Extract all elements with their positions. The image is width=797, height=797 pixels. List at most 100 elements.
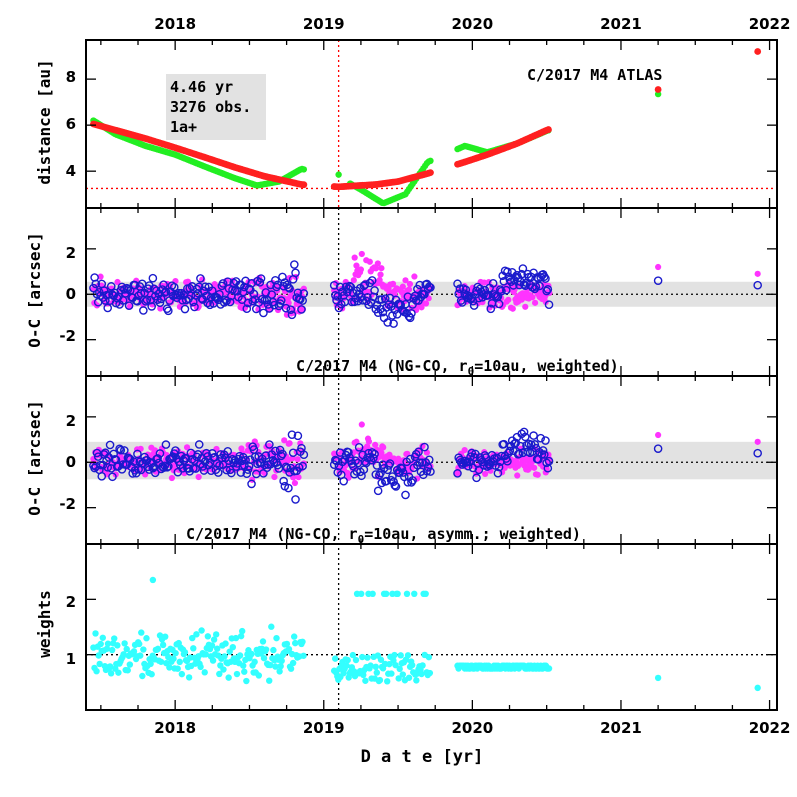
weight-point bbox=[754, 684, 761, 692]
oc-dec-point bbox=[284, 283, 293, 292]
weight-point bbox=[278, 657, 285, 665]
panel-frames bbox=[85, 39, 778, 711]
oc-dec-point bbox=[190, 302, 199, 312]
sun-distance-point bbox=[654, 86, 662, 93]
oc-dec-point bbox=[398, 468, 408, 477]
oc-dec-point bbox=[215, 461, 224, 470]
weight-point bbox=[114, 642, 121, 649]
weight-point bbox=[159, 641, 167, 649]
oc-dec-point bbox=[227, 468, 236, 478]
oc-dec-point bbox=[493, 468, 503, 478]
oc-ra-point bbox=[531, 299, 539, 306]
info-box: 4.46 yr 3276 obs. 1a+ bbox=[166, 74, 266, 140]
oc-ra-point bbox=[418, 304, 425, 311]
oc-dec-point bbox=[354, 442, 364, 452]
weight-point bbox=[243, 677, 250, 685]
oc-dec-point bbox=[413, 460, 422, 470]
oc-dec-point bbox=[120, 446, 129, 455]
ylabel-distance: distance [au] bbox=[35, 59, 54, 184]
oc-dec-point bbox=[155, 298, 165, 307]
model-label-oc1-main: C/2017 M4 (NG-CO, r bbox=[296, 357, 468, 375]
ylabel-oc1: O-C [arcsec] bbox=[25, 232, 44, 348]
oc-ra-point bbox=[358, 421, 365, 428]
oc-dec-point bbox=[285, 284, 294, 293]
weight-point bbox=[221, 653, 228, 660]
oc-dec-point bbox=[371, 470, 381, 479]
weight-point bbox=[115, 669, 122, 676]
top-tick-label-2022: 2022 bbox=[749, 15, 791, 33]
oc-dec-point bbox=[389, 319, 398, 328]
weight-point bbox=[190, 645, 197, 652]
oc-dec-point bbox=[282, 463, 292, 473]
weight-point bbox=[216, 670, 223, 678]
weight-point bbox=[96, 660, 103, 668]
oc-dec-point bbox=[243, 298, 253, 308]
weight-point bbox=[166, 664, 173, 671]
weight-point bbox=[222, 640, 229, 647]
oc-dec-point bbox=[196, 459, 205, 469]
oc-ra-point bbox=[389, 280, 397, 287]
weight-point bbox=[362, 677, 369, 684]
weight-point bbox=[140, 646, 147, 653]
ytick-distance-4: 4 bbox=[66, 162, 76, 180]
weight-point bbox=[343, 662, 350, 669]
model-label-oc1-end: =10au, weighted) bbox=[474, 357, 619, 375]
oc-dec-point bbox=[339, 476, 348, 486]
xlabel: D a t e [yr] bbox=[361, 747, 484, 767]
oc-dec-point bbox=[370, 449, 379, 459]
weight-point bbox=[111, 635, 118, 642]
weight-point bbox=[139, 672, 146, 680]
oc-dec-point bbox=[403, 478, 413, 487]
oc-late-point bbox=[655, 263, 662, 271]
data-points bbox=[89, 48, 762, 692]
weight-point bbox=[384, 678, 391, 685]
oc-dec-point bbox=[455, 284, 465, 293]
oc-dec-point bbox=[531, 282, 541, 291]
oc-ra-point bbox=[461, 447, 468, 454]
weight-point bbox=[399, 671, 407, 678]
weight-point bbox=[174, 665, 181, 672]
oc-dec-point bbox=[463, 461, 473, 471]
oc-dec-point bbox=[276, 451, 286, 461]
oc-dec-point bbox=[299, 450, 309, 459]
oc-dec-point bbox=[405, 454, 415, 464]
oc-dec-point bbox=[218, 279, 228, 288]
weight-point bbox=[411, 590, 418, 597]
oc-dec-point bbox=[171, 446, 180, 455]
weight-point bbox=[422, 590, 429, 597]
sun-distance-point bbox=[545, 126, 552, 133]
weight-point bbox=[352, 656, 360, 664]
weight-point bbox=[408, 661, 416, 669]
oc-dec-point bbox=[422, 466, 432, 476]
earth-distance-point bbox=[427, 157, 434, 165]
info-observations: 3276 obs. bbox=[170, 98, 251, 116]
ytick-oc2-0: 0 bbox=[66, 453, 76, 471]
oc-ra-point bbox=[357, 266, 365, 273]
oc-dec-point bbox=[496, 285, 505, 294]
weight-point bbox=[290, 633, 298, 640]
oc-ra-point bbox=[376, 276, 383, 284]
oc-dec-point bbox=[89, 283, 98, 293]
weight-point bbox=[138, 629, 145, 636]
oc-dec-point bbox=[212, 459, 222, 468]
weight-point bbox=[418, 670, 425, 678]
oc-dec-point bbox=[181, 454, 191, 463]
model-label-oc1-sub: 0 bbox=[468, 365, 475, 378]
weight-point bbox=[267, 661, 274, 669]
weight-point bbox=[123, 645, 130, 653]
weight-point bbox=[359, 653, 366, 661]
weight-point bbox=[157, 658, 165, 665]
bottom-tick-label-2022: 2022 bbox=[749, 719, 791, 737]
weight-point bbox=[382, 590, 390, 597]
weight-point bbox=[260, 654, 268, 662]
oc-dec-point bbox=[542, 286, 551, 296]
weight-point bbox=[226, 648, 233, 655]
oc-dec-point bbox=[161, 287, 171, 297]
earth-distance-point bbox=[335, 171, 342, 178]
oc-dec-point bbox=[162, 462, 172, 472]
weight-point bbox=[364, 654, 371, 661]
earth-distance-point bbox=[654, 90, 662, 98]
oc-dec-point bbox=[388, 472, 397, 481]
weight-point bbox=[238, 627, 246, 635]
